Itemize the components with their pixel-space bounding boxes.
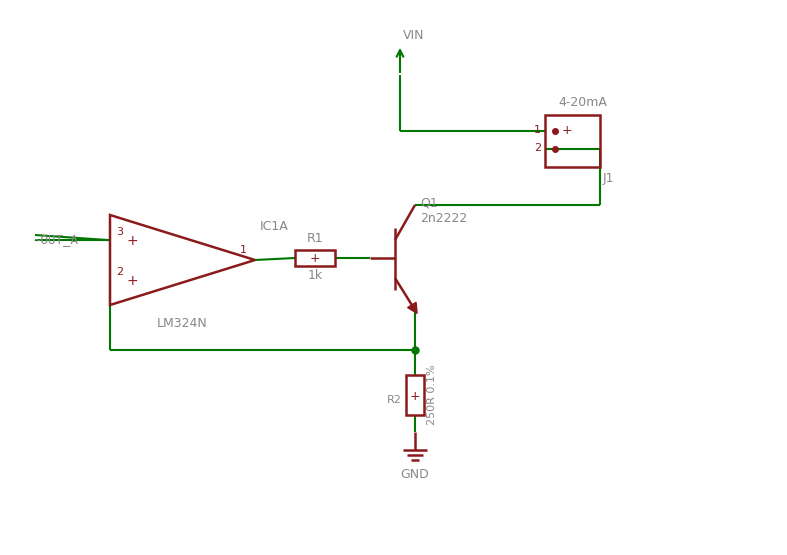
Text: +: + [310, 253, 320, 265]
Text: 1: 1 [534, 125, 541, 135]
Text: LM324N: LM324N [157, 317, 208, 330]
Text: R1: R1 [307, 232, 323, 245]
Text: Q1: Q1 [420, 196, 438, 209]
Text: 2: 2 [116, 267, 123, 277]
Text: +: + [410, 390, 420, 402]
Text: J1: J1 [603, 172, 615, 185]
Text: VIN: VIN [403, 29, 424, 42]
Text: R2: R2 [387, 395, 402, 405]
Text: GND: GND [401, 468, 430, 481]
Text: ~OUT_A: ~OUT_A [33, 233, 78, 246]
Text: 1k: 1k [308, 269, 323, 282]
Polygon shape [408, 302, 417, 314]
Text: +: + [126, 274, 138, 288]
Text: 2: 2 [534, 143, 541, 153]
Text: IC1A: IC1A [260, 220, 289, 233]
Text: 3: 3 [116, 227, 123, 237]
Bar [295, 250, 335, 266]
Text: +: + [126, 234, 138, 248]
Text: +: + [562, 124, 573, 137]
Text: 1: 1 [240, 245, 247, 255]
Bar [545, 115, 600, 167]
Text: 2n2222: 2n2222 [420, 211, 467, 225]
Text: 250R 0.1%: 250R 0.1% [427, 365, 437, 425]
Text: 4-20mA: 4-20mA [558, 96, 607, 109]
Bar [406, 375, 424, 415]
